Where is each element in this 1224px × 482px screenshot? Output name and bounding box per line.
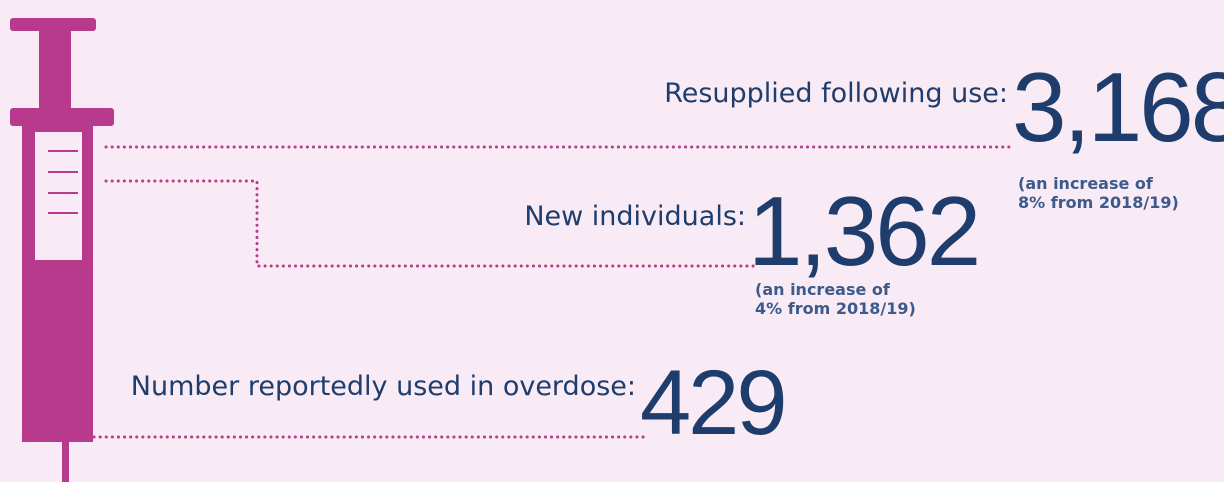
stat-note: (an increase of [755,280,891,299]
page: {"stats": [ {"label": "Resupplied follow… [0,0,1224,482]
stat-value: 429 [640,352,785,454]
stat-note: (an increase of [1018,174,1154,193]
needle [62,440,69,482]
infographic: Resupplied following use: 3,168 (an incr… [0,0,1224,482]
stat-label: Resupplied following use: [664,78,1008,109]
stat-value: 3,168 [1012,52,1224,162]
stat-note: 4% from 2018/19) [755,299,916,318]
plunger-rod [39,31,71,109]
plunger-top [10,18,96,31]
stat-value: 1,362 [748,176,978,286]
stat-label: New individuals: [524,201,746,232]
stat-label: Number reportedly used in overdose: [131,371,636,402]
flange [10,108,114,126]
stat-note: 8% from 2018/19) [1018,193,1179,212]
